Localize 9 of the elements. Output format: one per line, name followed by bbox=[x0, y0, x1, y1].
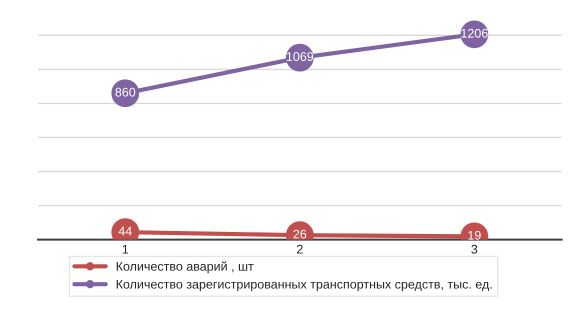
legend-label: Количество аварий , шт bbox=[116, 261, 254, 274]
data-label: 1206 bbox=[461, 28, 488, 38]
data-label: 1069 bbox=[286, 52, 314, 62]
data-label: 860 bbox=[115, 88, 136, 97]
legend-label: Количество зарегистрированных транспортных средств, тыс. ед. bbox=[116, 280, 492, 292]
x-tick-label: 3 bbox=[471, 244, 478, 254]
x-tick-label: 1 bbox=[122, 244, 128, 254]
data-label: 44 bbox=[118, 226, 132, 236]
x-tick-label: 2 bbox=[296, 244, 303, 254]
